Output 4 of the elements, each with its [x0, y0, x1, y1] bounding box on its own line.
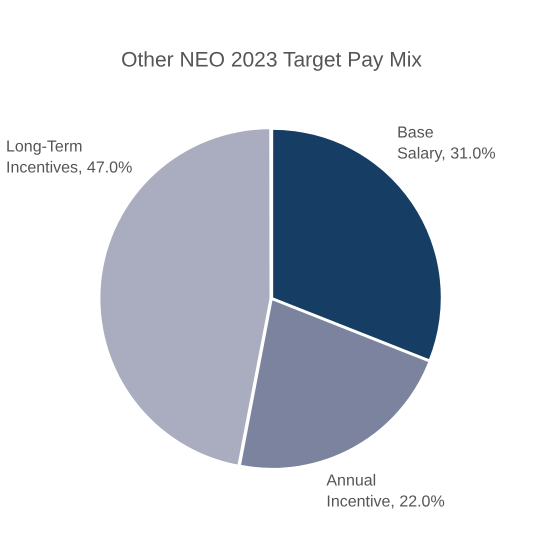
chart-title: Other NEO 2023 Target Pay Mix: [121, 48, 422, 72]
slice-label: Annual Incentive, 22.0%: [326, 472, 445, 510]
slice-label: Base Salary, 31.0%: [397, 124, 496, 163]
slice-label: Long-Term Incentives, 47.0%: [6, 138, 132, 176]
